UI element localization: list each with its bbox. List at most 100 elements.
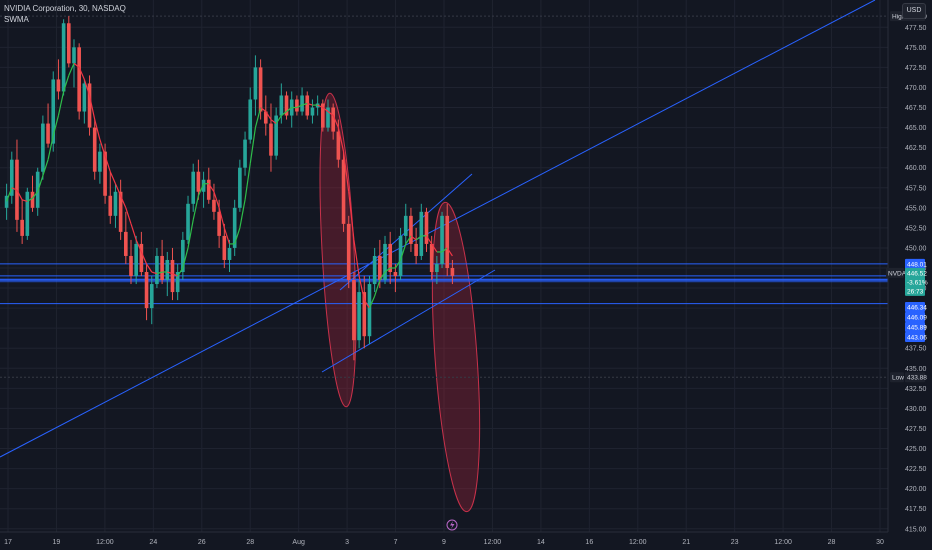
swma-segment bbox=[239, 199, 246, 228]
y-tick-label: 475.00 bbox=[905, 45, 927, 52]
candle-body bbox=[212, 199, 216, 212]
swma-segment bbox=[223, 227, 231, 245]
swma-segment bbox=[177, 267, 184, 277]
swma-segment bbox=[114, 183, 122, 197]
candle-body bbox=[41, 123, 45, 172]
candle-body bbox=[139, 243, 144, 273]
candle-body bbox=[118, 191, 123, 232]
y-tick-label: 415.00 bbox=[905, 526, 927, 533]
swma-segment bbox=[399, 243, 407, 261]
swma-segment bbox=[104, 155, 111, 172]
candle-body bbox=[243, 139, 247, 168]
swma-segment bbox=[363, 299, 370, 309]
x-tick-label: 24 bbox=[149, 539, 157, 546]
swma-segment bbox=[130, 223, 137, 241]
swma-segment bbox=[368, 295, 376, 309]
candle-body bbox=[196, 171, 201, 192]
candle-body bbox=[295, 99, 299, 112]
candle-body bbox=[409, 215, 413, 244]
swma-segment bbox=[244, 163, 251, 200]
candle-body bbox=[191, 171, 196, 204]
swma-segment bbox=[42, 159, 49, 176]
candle-body bbox=[336, 131, 341, 160]
candle-body bbox=[274, 115, 278, 156]
indicator-label: SWMA bbox=[4, 15, 29, 24]
swma-segment bbox=[182, 247, 189, 269]
dividend-marker[interactable] bbox=[446, 519, 458, 531]
x-tick-label: Aug bbox=[292, 539, 305, 546]
candle-body bbox=[403, 215, 408, 236]
level-tag: 446.09 bbox=[907, 314, 927, 321]
candle-body bbox=[248, 99, 253, 140]
candle-body bbox=[46, 123, 50, 144]
candle-body bbox=[300, 95, 304, 112]
candle-body bbox=[149, 284, 154, 309]
candle-body bbox=[77, 47, 81, 112]
candle-body bbox=[263, 111, 268, 124]
swma-segment bbox=[405, 235, 412, 245]
candle-body bbox=[424, 211, 429, 244]
swma-segment bbox=[410, 235, 417, 241]
candle-body bbox=[279, 95, 284, 116]
swma-segment bbox=[348, 191, 355, 240]
candle-body bbox=[305, 95, 310, 116]
swma-segment bbox=[6, 187, 13, 202]
candle-body bbox=[82, 83, 87, 112]
candle-body bbox=[87, 83, 92, 128]
candle-body bbox=[9, 159, 14, 196]
swma-segment bbox=[270, 119, 277, 125]
swma-segment bbox=[260, 107, 267, 113]
swma-segment bbox=[192, 195, 199, 220]
x-tick-label: 28 bbox=[246, 539, 254, 546]
swma-segment bbox=[167, 271, 173, 275]
candle-body bbox=[113, 191, 118, 216]
candle-body bbox=[108, 195, 113, 216]
swma-segment bbox=[446, 247, 453, 257]
x-tick-label: 12:00 bbox=[774, 539, 792, 546]
low-label: Low bbox=[892, 375, 904, 382]
swma-segment bbox=[57, 91, 65, 116]
swma-segment bbox=[32, 191, 39, 199]
swma-segment bbox=[342, 151, 350, 192]
candle-body bbox=[165, 259, 170, 281]
y-tick-label: 450.00 bbox=[905, 245, 927, 252]
candle-body bbox=[320, 103, 325, 128]
candle-body bbox=[357, 292, 361, 341]
candle-body bbox=[372, 255, 377, 285]
swma-segment bbox=[47, 135, 54, 160]
x-tick-label: 7 bbox=[394, 539, 398, 546]
candle-body bbox=[61, 23, 66, 92]
candle-body bbox=[429, 243, 434, 273]
swma-segment bbox=[135, 239, 142, 253]
level-tag-bg bbox=[905, 332, 925, 342]
swma-segment bbox=[27, 197, 33, 202]
candlestick-series bbox=[4, 16, 455, 361]
time-axis[interactable]: 17 19 12:00 24 26 28 Aug 3 7 9 12:00 14 16 12:00 21 23 1… bbox=[0, 531, 888, 546]
candle-body bbox=[326, 107, 330, 128]
candle-body bbox=[175, 272, 180, 293]
swma-segment bbox=[156, 271, 163, 275]
swma-segment bbox=[16, 189, 23, 201]
candle-body bbox=[124, 231, 128, 256]
x-tick-label: 21 bbox=[682, 539, 690, 546]
candle-body bbox=[186, 203, 190, 240]
x-tick-label: 12:00 bbox=[629, 539, 647, 546]
candle-body bbox=[284, 95, 289, 116]
change-tag-bg bbox=[905, 276, 925, 287]
highlight-ellipses bbox=[319, 92, 481, 513]
candle-body bbox=[160, 255, 164, 281]
swma-segment bbox=[146, 263, 153, 273]
candle-body bbox=[440, 215, 444, 264]
currency-button[interactable]: USD bbox=[902, 3, 926, 19]
symbol-tag: NVDA bbox=[888, 270, 907, 277]
candle-body bbox=[181, 239, 185, 273]
candle-body bbox=[35, 171, 40, 208]
symbol-tag-bg bbox=[886, 267, 904, 278]
trendline bbox=[0, 0, 876, 458]
candle-body bbox=[393, 272, 398, 277]
y-tick-label: 470.00 bbox=[905, 85, 927, 92]
candle-body bbox=[72, 47, 76, 64]
level-band bbox=[0, 278, 888, 283]
y-tick-label: 452.50 bbox=[905, 225, 927, 232]
